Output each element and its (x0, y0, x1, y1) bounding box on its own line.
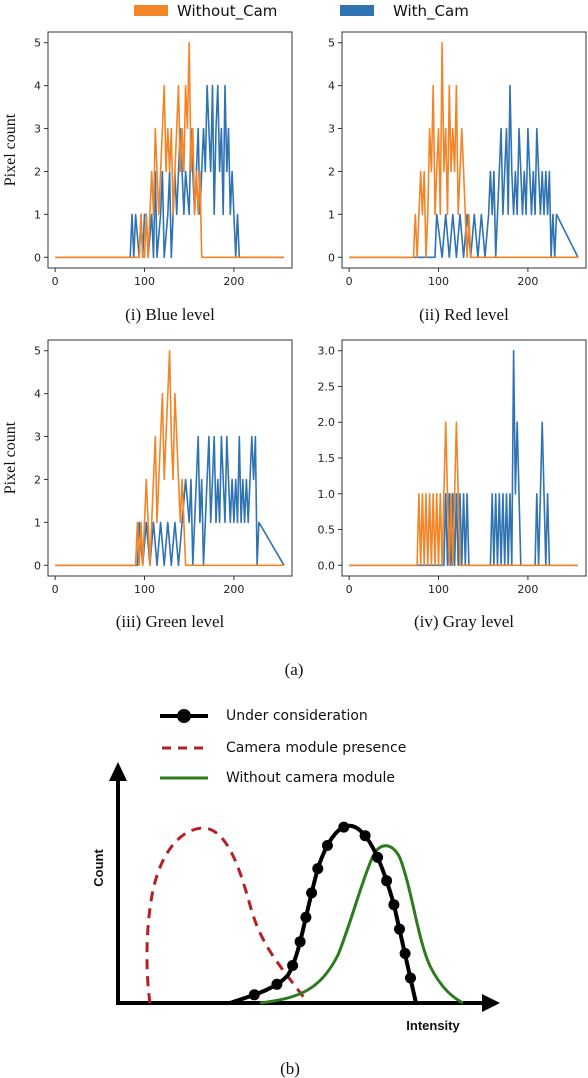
figure-b-label: (b) (280, 1059, 300, 1078)
y-tick-label: 2 (34, 165, 41, 178)
y-tick-label: 2.5 (318, 380, 336, 393)
x-tick-label: 0 (346, 583, 353, 596)
legend-label-with-cam: With_Cam (393, 2, 469, 21)
y-axis-label: Pixel count (2, 421, 19, 494)
panel-caption: (ii) Red level (419, 305, 509, 324)
legend-dot-under-consideration (177, 709, 191, 723)
panel-gray-level: 0 100 200 0.0 0.5 1.0 1.5 2.0 2.5 3.0 (iv) Gray le… (318, 339, 587, 631)
plot-frame (341, 31, 587, 269)
y-tick-label: 1 (34, 208, 41, 221)
y-tick-label: 4 (328, 80, 335, 93)
y-tick-label: 4 (34, 80, 41, 93)
curve-marker (287, 960, 299, 971)
legend-swatch-without-cam (134, 5, 168, 16)
top-legend: Without_Cam With_Cam (134, 2, 469, 21)
panel-red-level: 0 100 200 0 1 2 3 4 5 (ii) Red level (328, 31, 587, 324)
x-tick-label: 0 (52, 583, 59, 596)
x-tick-label: 200 (517, 275, 538, 288)
y-tick-label: 1.0 (318, 488, 336, 501)
x-tick-label: 100 (428, 275, 449, 288)
x-tick-label: 0 (52, 275, 59, 288)
y-tick-label: 3 (34, 123, 41, 136)
schematic-x-label: Intensity (406, 1018, 460, 1033)
curve-camera-module-presence (145, 826, 309, 1004)
curve-marker (248, 989, 260, 1001)
legend-label-under-consideration: Under consideration (226, 708, 368, 724)
panel-caption: (i) Blue level (125, 305, 215, 324)
y-tick-label: 3.0 (318, 345, 336, 358)
legend-label-camera-module-presence: Camera module presence (226, 740, 406, 756)
curve-marker (399, 948, 411, 959)
curve-marker (372, 851, 384, 863)
x-tick-label: 100 (134, 583, 155, 596)
x-tick-label: 100 (134, 275, 155, 288)
x-tick-label: 100 (428, 583, 449, 596)
y-tick-label: 1.5 (318, 452, 336, 465)
x-tick-label: 0 (346, 275, 353, 288)
curve-marker (321, 840, 333, 851)
panel-blue-level: 0 100 200 0 1 2 3 4 5 Pixel count (i) Blue level (2, 31, 293, 324)
series-line-with-cam (349, 84, 579, 259)
x-tick-label: 200 (223, 275, 244, 288)
schematic: Under consideration Camera module presen… (91, 708, 500, 1033)
y-tick-label: 5 (328, 37, 335, 50)
y-tick-label: 1 (328, 208, 335, 221)
schematic-y-arrow (109, 762, 127, 781)
x-tick-label: 200 (517, 583, 538, 596)
curve-marker (359, 830, 371, 842)
legend-label-without-cam: Without_Cam (177, 2, 277, 21)
x-tick-label: 200 (223, 583, 244, 596)
schematic-y-label: Count (91, 849, 106, 887)
curve-marker (294, 936, 306, 948)
under-consideration-markers (248, 821, 416, 1001)
y-tick-label: 5 (34, 37, 41, 50)
y-tick-label: 0 (34, 251, 41, 264)
curve-without-camera-module (259, 844, 464, 1005)
y-tick-label: 0.5 (318, 524, 336, 537)
series-line-without-cam (55, 349, 284, 567)
series-line-without-cam (55, 41, 284, 259)
legend-label-without-camera-module: Without camera module (226, 770, 395, 786)
curve-marker (300, 911, 312, 923)
y-tick-label: 2 (34, 473, 41, 486)
y-tick-label: 2.0 (318, 416, 336, 429)
y-tick-label: 0.0 (318, 559, 336, 572)
legend-swatch-with-cam (340, 5, 374, 16)
curve-marker (388, 899, 400, 911)
curve-marker (394, 923, 405, 935)
curve-marker (271, 978, 283, 990)
figure-a-label: (a) (285, 660, 304, 679)
panel-green-level: 0 100 200 0 1 2 3 4 5 Pixel count (iii) Green leve… (2, 339, 293, 631)
y-tick-label: 2 (328, 165, 335, 178)
schematic-x-arrow (482, 994, 500, 1012)
y-tick-label: 5 (34, 345, 41, 358)
curve-marker (405, 972, 416, 984)
curve-marker (381, 875, 393, 887)
y-tick-label: 1 (34, 516, 41, 529)
y-tick-label: 4 (34, 388, 41, 401)
series-line-without-cam (349, 41, 578, 259)
panel-caption: (iii) Green level (116, 612, 225, 631)
y-axis-label: Pixel count (2, 113, 19, 186)
series-line-without-cam (349, 421, 578, 567)
curve-marker (312, 863, 324, 875)
curve-marker (306, 887, 318, 899)
series-line-with-cam (55, 435, 285, 567)
y-tick-label: 0 (328, 251, 335, 264)
y-tick-label: 3 (34, 431, 41, 444)
y-tick-label: 0 (34, 559, 41, 572)
curve-marker (338, 821, 350, 833)
y-tick-label: 3 (328, 123, 335, 136)
panel-caption: (iv) Gray level (414, 612, 514, 631)
